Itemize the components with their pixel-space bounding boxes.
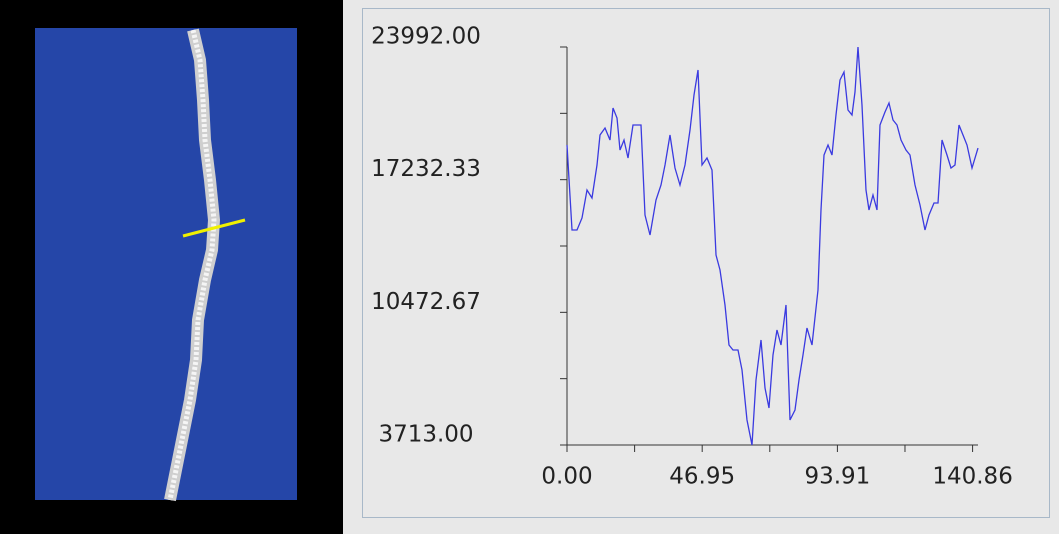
y-tick-label: 10472.67 (371, 289, 481, 315)
page: 3713.00 10472.67 17232.33 23992.00 0.00 46.95… (0, 0, 1059, 534)
y-tick-label: 23992.00 (371, 24, 481, 50)
x-tick-label: 93.91 (804, 464, 870, 490)
screen: 3713.00 10472.67 17232.33 23992.00 0.00 46.95… (0, 0, 1059, 534)
y-tick-label: 17232.33 (371, 156, 481, 182)
y-tick-label: 3713.00 (378, 422, 473, 448)
image (35, 28, 297, 500)
x-tick-label: 140.86 (932, 464, 1012, 490)
x-tick-label: 46.95 (669, 464, 735, 490)
x-tick-label: 0.00 (541, 464, 592, 490)
